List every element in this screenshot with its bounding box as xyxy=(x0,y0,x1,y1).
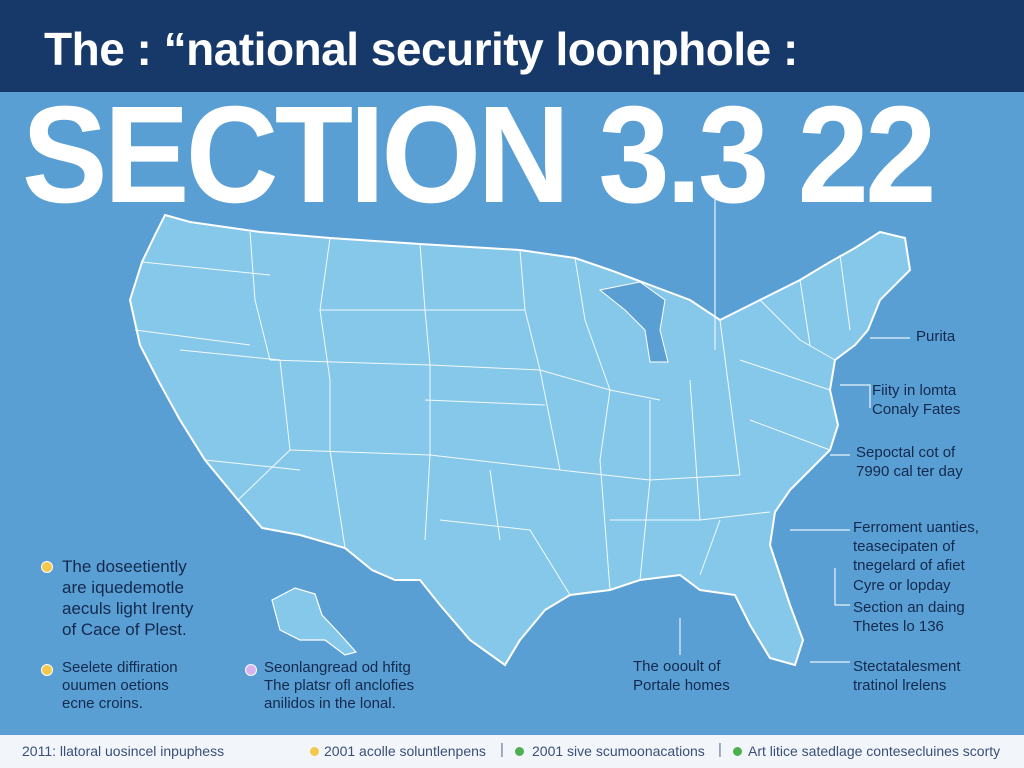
legend-1-dot xyxy=(41,561,53,573)
footer-separator: | xyxy=(500,741,504,758)
callout-4-line-2: teasecipaten of xyxy=(853,538,955,555)
legend-2: Seelete diffiration ouumen oetions ecne … xyxy=(62,659,178,713)
legend-3-line-1: Seonlangread od hfitg xyxy=(264,659,411,676)
callout-2-line-2: Conaly Fates xyxy=(872,401,961,418)
callout-5: Cyre or lopday Section an daing Thetes l… xyxy=(853,576,965,636)
callout-4: Ferroment uanties, teasecipaten of tnege… xyxy=(853,518,979,575)
legend-1-line-4: of Cace of Plest. xyxy=(62,620,187,639)
legend-2-line-3: ecne croins. xyxy=(62,695,143,712)
legend-2-line-1: Seelete diffiration xyxy=(62,659,178,676)
callout-1: Purita xyxy=(916,327,955,346)
footer-item-3: 2001 sive scumoonacations xyxy=(532,743,705,759)
callout-6: The oooult of Portale homes xyxy=(633,657,730,695)
footer-item-2: 2001 acolle soluntlenpens xyxy=(324,743,486,759)
footer-bar: 2011: llatoral uosincel inpuphess 2001 a… xyxy=(0,735,1024,768)
callout-5-line-2: Section an daing xyxy=(853,599,965,616)
legend-3-line-3: anilidos in the lonal. xyxy=(264,695,396,712)
legend-3: Seonlangread od hfitg The platsr ofl anc… xyxy=(264,659,414,713)
footer-item-4: Art litice satedlage contesecluines scor… xyxy=(748,743,1001,759)
callout-4-line-1: Ferroment uanties, xyxy=(853,519,979,536)
alaska xyxy=(271,587,358,656)
footer-item-1: 2011: llatoral uosincel inpuphess xyxy=(22,743,225,759)
header-title: The : “national security loonphole : xyxy=(44,23,798,75)
legend-1-line-2: are iquedemotle xyxy=(62,578,184,597)
callout-3-line-1: Sepoctal cot of xyxy=(856,444,956,461)
callout-6-line-1: The oooult of xyxy=(633,658,721,675)
legend-1: The doseetiently are iquedemotle aeculs … xyxy=(62,556,193,640)
callout-5-line-1: Cyre or lopday xyxy=(853,577,951,594)
callout-1-line-1: Purita xyxy=(916,328,956,345)
us-mainland xyxy=(128,213,912,667)
callout-6-line-2: Portale homes xyxy=(633,677,730,694)
great-lakes xyxy=(598,281,669,363)
callout-lines xyxy=(679,195,910,663)
callout-7-line-2: tratinol lrelens xyxy=(853,677,947,694)
footer-item-3-dot-icon xyxy=(515,747,524,756)
legend-2-line-2: ouumen oetions xyxy=(62,677,169,694)
callout-7-line-1: Stectatalesment xyxy=(853,658,961,675)
footer-item-4-dot-icon xyxy=(733,747,742,756)
header-bar: The : “national security loonphole : xyxy=(0,0,1024,92)
callout-7: Stectatalesment tratinol lrelens xyxy=(853,657,961,695)
legend-3-line-2: The platsr ofl anclofies xyxy=(264,677,415,694)
legend-1-line-1: The doseetiently xyxy=(62,557,187,576)
callout-3: Sepoctal cot of 7990 cal ter day xyxy=(856,443,963,481)
legend-1-line-3: aeculs light lrenty xyxy=(62,599,194,618)
callout-5-line-3: Thetes lo 136 xyxy=(853,618,944,635)
state-borders xyxy=(134,231,851,596)
legend-2-dot xyxy=(41,664,53,676)
callout-4-line-3: tnegelard of afiet xyxy=(853,557,965,574)
legend-3-dot xyxy=(245,664,257,676)
callout-2-line-1: Fiity in lomta xyxy=(872,382,957,399)
callout-3-line-2: 7990 cal ter day xyxy=(856,463,963,480)
section-title: SECTION 3.3 22 xyxy=(22,78,937,232)
footer-item-2-dot-icon xyxy=(310,747,319,756)
footer-separator: | xyxy=(718,741,722,758)
callout-2: Fiity in lomta Conaly Fates xyxy=(872,381,960,419)
